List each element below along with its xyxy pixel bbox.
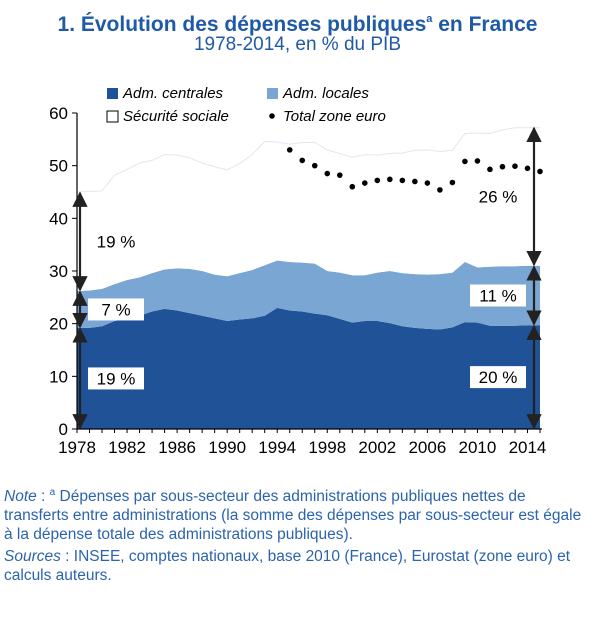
sources-separator: : <box>60 548 74 566</box>
euro-point <box>374 177 381 184</box>
x-tick-label: 1978 <box>58 438 96 457</box>
euro-point <box>537 168 543 175</box>
area-series-3 <box>77 127 540 292</box>
euro-point <box>336 172 343 178</box>
x-tick-label: 2006 <box>408 438 446 457</box>
y-tick-label: 10 <box>49 367 68 386</box>
x-tick-label: 1998 <box>308 438 346 457</box>
euro-point <box>487 166 493 173</box>
share-label-box <box>470 284 526 307</box>
sources-label: Sources <box>4 548 61 566</box>
note-footnote-mark: a <box>49 487 56 498</box>
note-separator: : <box>36 488 50 506</box>
area-series-2 <box>77 260 540 330</box>
euro-point <box>349 183 356 190</box>
note-text: Dépenses par sous-secteur des administra… <box>4 488 582 544</box>
x-tick-label: 1990 <box>208 438 246 457</box>
chart-notes: Note : a Dépenses par sous-secteur des a… <box>4 483 590 588</box>
legend-swatch <box>267 88 278 99</box>
euro-point <box>524 165 531 172</box>
share-label: 19 % <box>97 233 136 252</box>
euro-point <box>437 187 443 193</box>
y-tick-label: 30 <box>49 262 68 281</box>
chart-title: 1. Évolution des dépenses publiquesa en … <box>0 6 595 38</box>
legend-swatch <box>106 110 119 123</box>
x-tick-label: 2014 <box>509 438 547 457</box>
note-label: Note <box>4 488 37 506</box>
x-tick-label: 1994 <box>258 438 296 457</box>
euro-point <box>311 162 318 169</box>
euro-point <box>512 163 518 169</box>
y-tick-label: 20 <box>49 315 68 334</box>
share-label-box <box>88 367 144 390</box>
total-outline <box>76 127 540 193</box>
euro-point <box>412 178 418 185</box>
x-tick-label: 2002 <box>358 438 396 457</box>
x-tick-label: 2010 <box>459 438 497 457</box>
euro-point <box>462 158 468 165</box>
share-label: 19 % <box>97 369 136 388</box>
y-tick-label: 50 <box>49 157 68 176</box>
title-number: 1. <box>57 13 76 36</box>
euro-point <box>474 158 481 164</box>
sources-text: INSEE, comptes nationaux, base 2010 (Fra… <box>4 548 571 585</box>
euro-point <box>424 180 431 186</box>
share-label: 11 % <box>479 286 517 305</box>
x-tick-label: 1982 <box>108 438 146 457</box>
note-paragraph: Note : a Dépenses par sous-secteur des a… <box>4 483 590 544</box>
legend-label: Adm. centrales <box>122 85 224 102</box>
share-label-box <box>88 298 144 321</box>
euro-point <box>399 177 406 184</box>
title-suffix: en France <box>438 13 538 36</box>
share-label-box <box>470 185 526 208</box>
share-label: 7 % <box>101 300 130 319</box>
title-text: Évolution des dépenses publiques <box>80 13 427 36</box>
x-tick-label: 1986 <box>158 438 196 457</box>
share-label-box <box>470 366 526 389</box>
euro-point <box>324 170 331 177</box>
euro-point <box>387 176 393 183</box>
y-tick-label: 0 <box>59 420 68 439</box>
euro-point <box>299 157 306 164</box>
legend-dot <box>269 113 275 119</box>
euro-point <box>449 179 456 186</box>
y-tick-label: 40 <box>49 209 68 228</box>
area-series-1 <box>77 307 540 429</box>
euro-point <box>499 163 506 170</box>
legend-swatch <box>107 88 118 99</box>
legend-label: Sécurité sociale <box>123 108 229 125</box>
sources-paragraph: Sources : INSEE, comptes nationaux, base… <box>4 547 590 585</box>
share-label: 20 % <box>479 368 518 387</box>
chart-subtitle: 1978-2014, en % du PIB <box>193 34 402 55</box>
area-chart: 0 10 20 30 40 50 60 1978 1982 1986 1990 1994 1998 200… <box>49 85 547 457</box>
legend-label: Adm. locales <box>282 85 369 102</box>
share-label: 26 % <box>479 187 518 206</box>
euro-point <box>286 147 293 153</box>
title-footnote-mark: a <box>426 13 433 25</box>
legend-label: Total zone euro <box>283 108 386 125</box>
y-tick-label: 60 <box>49 104 68 123</box>
euro-point <box>362 180 368 186</box>
share-label-box <box>88 230 144 253</box>
